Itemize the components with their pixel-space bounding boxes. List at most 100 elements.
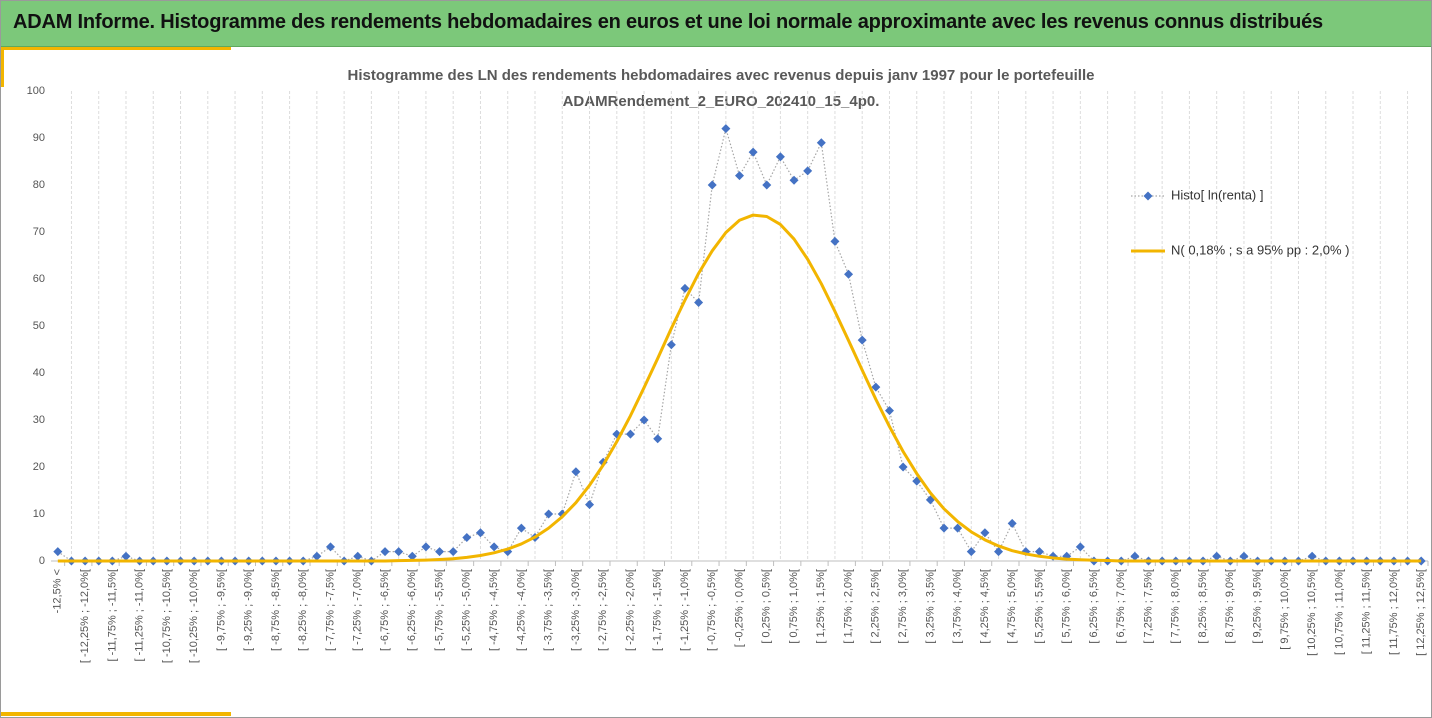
- x-tick-label: [ -0,25% ; 0,0%[: [733, 569, 745, 647]
- data-point: [775, 152, 785, 162]
- data-point: [1130, 551, 1140, 561]
- data-point: [1007, 518, 1017, 528]
- data-point: [694, 298, 704, 307]
- data-point: [639, 415, 649, 425]
- data-point: [1075, 542, 1085, 552]
- chart-title: Histogramme des LN des rendements hebdom…: [348, 67, 1095, 84]
- y-tick-label: 10: [33, 508, 45, 520]
- y-tick-label: 20: [33, 461, 45, 473]
- x-tick-label: [ 9,75% ; 10,0%[: [1279, 569, 1291, 650]
- x-tick-label: [ 11,25% ; 11,5%[: [1361, 569, 1373, 654]
- x-tick-label: [ 9,25% ; 9,5%[: [1251, 569, 1263, 644]
- data-point: [857, 335, 867, 345]
- data-point: [489, 542, 499, 552]
- x-tick-label: [ -5,25% ; -5,0%[: [461, 569, 473, 651]
- x-tick-label: [ 5,25% ; 5,5%[: [1033, 569, 1045, 644]
- data-point: [789, 175, 799, 185]
- x-tick-label: [ -12,25% ; -12,0%[: [79, 569, 91, 663]
- x-tick-label: [ -4,75% ; -4,5%[: [488, 569, 500, 651]
- y-tick-label: 40: [33, 367, 45, 379]
- x-tick-label: [ -3,75% ; -3,5%[: [543, 569, 555, 651]
- y-tick-label: 0: [39, 555, 45, 567]
- data-point: [830, 236, 840, 246]
- data-point: [666, 340, 676, 350]
- x-tick-label: [ -1,25% ; -1,0%[: [679, 569, 691, 651]
- data-point: [762, 180, 772, 190]
- header-title: ADAM Informe. Histogramme des rendements…: [13, 11, 1323, 33]
- x-tick-label: [ 12,25% ; 12,5%[: [1415, 569, 1427, 656]
- y-tick-label: 60: [33, 273, 45, 285]
- x-tick-label: [ 4,75% ; 5,0%[: [1006, 569, 1018, 644]
- legend-label: Histo[ ln(renta) ]: [1171, 187, 1263, 202]
- data-point: [544, 509, 554, 519]
- y-tick-label: 90: [33, 132, 45, 144]
- x-tick-label: [ 2,75% ; 3,0%[: [897, 569, 909, 644]
- data-point: [680, 283, 690, 293]
- data-point: [394, 547, 404, 557]
- x-tick-label: [ 5,75% ; 6,0%[: [1061, 569, 1073, 644]
- accent: [1, 47, 4, 87]
- legend-marker: [1143, 191, 1153, 201]
- data-point: [816, 138, 826, 148]
- x-tick-label: [ 11,75% ; 12,0%[: [1388, 569, 1400, 655]
- data-point: [1034, 547, 1044, 557]
- data-point: [585, 500, 595, 510]
- data-point: [625, 429, 635, 439]
- x-tick-label: [ -5,75% ; -5,5%[: [433, 569, 445, 651]
- x-tick-label: [ -8,25% ; -8,0%[: [297, 569, 309, 651]
- x-tick-label: [ 8,25% ; 8,5%[: [1197, 569, 1209, 644]
- x-tick-label: [ -10,75% ; -10,5%[: [161, 569, 173, 663]
- data-point: [898, 462, 908, 472]
- header-banner: ADAM Informe. Histogramme des rendements…: [1, 1, 1431, 47]
- data-point: [939, 523, 949, 533]
- chart-title: ADAMRendement_2_EURO_202410_15_4p0.: [563, 93, 880, 110]
- data-point: [435, 547, 445, 557]
- x-tick-label: [ -11,75% ; -11,5%[: [106, 569, 118, 662]
- x-tick-label: [ -7,75% ; -7,5%[: [324, 569, 336, 651]
- data-point: [475, 528, 485, 538]
- data-point: [735, 171, 744, 181]
- x-tick-label: [ -2,25% ; -2,0%[: [624, 569, 636, 651]
- data-point: [844, 269, 854, 279]
- data-point: [448, 547, 458, 557]
- data-point: [421, 542, 431, 552]
- x-tick-label: [ 7,25% ; 7,5%[: [1142, 569, 1154, 644]
- x-tick-label: [ 0,75% ; 1,0%[: [788, 569, 800, 644]
- x-tick-label: [ -0,75% ; -0,5%[: [706, 569, 718, 651]
- y-tick-label: 80: [33, 179, 45, 191]
- x-tick-label: [ -4,25% ; -4,0%[: [515, 569, 527, 651]
- data-point: [407, 551, 417, 561]
- x-tick-label: [ 1,75% ; 2,0%[: [842, 569, 854, 644]
- x-tick-label: [ -8,75% ; -8,5%[: [270, 569, 282, 651]
- y-tick-label: 30: [33, 414, 45, 426]
- data-point: [966, 547, 976, 557]
- x-tick-label: [ -2,75% ; -2,5%[: [597, 569, 609, 651]
- data-point: [653, 434, 663, 444]
- data-point: [353, 551, 363, 561]
- x-tick-label: [ 6,75% ; 7,0%[: [1115, 569, 1127, 644]
- data-point: [380, 547, 390, 557]
- x-tick-label: [ -3,25% ; -3,0%[: [570, 569, 582, 651]
- x-tick-label: [ -9,25% ; -9,0%[: [243, 569, 255, 651]
- data-point: [980, 528, 990, 538]
- data-point: [803, 166, 813, 176]
- data-point: [571, 467, 581, 477]
- x-tick-label: [ 2,25% ; 2,5%[: [870, 569, 882, 644]
- x-tick-label: [ -10,25% ; -10,0%[: [188, 569, 200, 663]
- data-point: [516, 523, 526, 533]
- data-point: [707, 180, 717, 190]
- accent: [1, 47, 231, 50]
- x-tick-label: [ -1,75% ; -1,5%[: [652, 569, 664, 651]
- data-point: [1239, 551, 1249, 561]
- x-tick-label: [ 6,25% ; 6,5%[: [1088, 569, 1100, 644]
- data-point: [325, 542, 335, 552]
- data-point: [53, 547, 63, 557]
- data-point: [953, 523, 963, 533]
- accent: [1, 712, 231, 716]
- data-point: [1212, 551, 1222, 561]
- x-tick-label: [ 1,25% ; 1,5%[: [815, 569, 827, 644]
- data-point: [994, 547, 1004, 557]
- x-tick-label: -12,5% <: [52, 569, 64, 613]
- data-point: [871, 382, 881, 392]
